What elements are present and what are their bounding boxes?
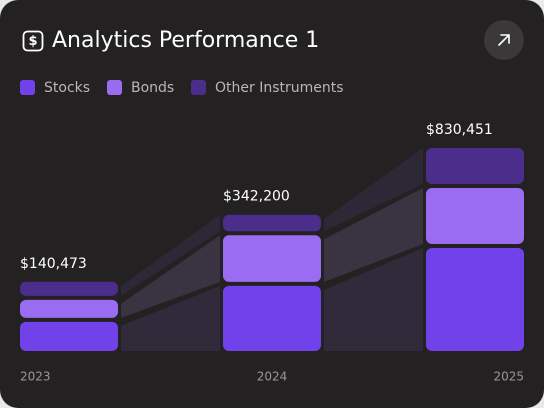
total-label: $830,451 bbox=[426, 122, 493, 138]
title: Analytics Performance 1 bbox=[52, 28, 319, 53]
bar-segment bbox=[426, 247, 524, 351]
legend-swatch bbox=[107, 80, 122, 95]
bar-segment bbox=[223, 235, 321, 282]
bar-segment bbox=[20, 321, 118, 351]
legend-label: Other Instruments bbox=[215, 80, 344, 96]
legend-label: Stocks bbox=[44, 80, 90, 96]
bar-segment bbox=[426, 187, 524, 244]
total-label: $140,473 bbox=[20, 256, 87, 272]
open-button[interactable] bbox=[484, 20, 524, 60]
bar-segment bbox=[426, 147, 524, 184]
connector bbox=[121, 214, 220, 296]
x-tick-label: 2024 bbox=[257, 370, 288, 384]
bar-segment bbox=[20, 299, 118, 318]
connector bbox=[324, 247, 423, 351]
connector bbox=[324, 187, 423, 282]
legend-swatch bbox=[20, 80, 35, 95]
bar-segment bbox=[20, 281, 118, 296]
connector bbox=[324, 147, 423, 232]
x-tick-label: 2023 bbox=[20, 370, 51, 384]
bar-segment bbox=[223, 285, 321, 351]
connector bbox=[121, 285, 220, 351]
title-icon: $ bbox=[22, 30, 44, 52]
legend-swatch bbox=[191, 80, 206, 95]
svg-text:$: $ bbox=[28, 34, 37, 49]
legend-label: Bonds bbox=[131, 80, 174, 96]
x-tick-label: 2025 bbox=[493, 370, 524, 384]
bar-segment bbox=[223, 214, 321, 232]
connector bbox=[121, 235, 220, 318]
total-label: $342,200 bbox=[223, 189, 290, 205]
